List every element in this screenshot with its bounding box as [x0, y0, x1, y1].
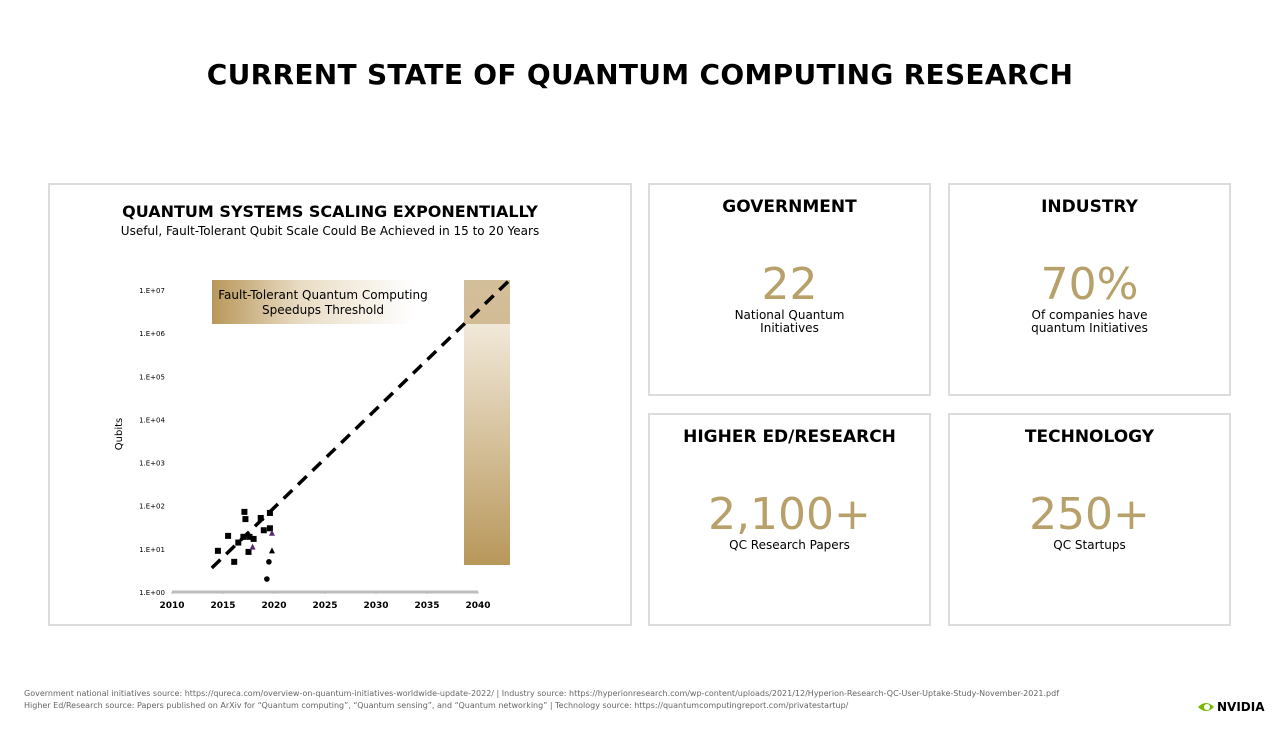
- card-title: INDUSTRY: [1041, 197, 1138, 217]
- scatter-point: [242, 516, 249, 523]
- scatter-point: [235, 539, 242, 546]
- y-tick-label: 1.E+07: [139, 287, 165, 295]
- scatter-point: [266, 559, 272, 565]
- x-tick-label: 2025: [312, 601, 337, 611]
- scatter-point: [241, 508, 248, 515]
- scatter-point: [260, 527, 267, 534]
- y-tick-label: 1.E+03: [139, 460, 165, 468]
- scatter-point: [225, 532, 232, 539]
- stat-card: GOVERNMENT 22 National Quantum Initiatives: [648, 183, 931, 396]
- y-tick-label: 1.E+02: [139, 503, 165, 511]
- x-tick-label: 2020: [261, 601, 286, 611]
- scatter-point: [264, 576, 270, 582]
- y-tick-label: 1.E+06: [139, 330, 165, 338]
- scatter-point: [231, 558, 238, 565]
- stat-card: INDUSTRY 70% Of companies have quantum Init…: [948, 183, 1231, 396]
- chart-subtitle: Useful, Fault-Tolerant Qubit Scale Could…: [121, 224, 539, 238]
- threshold-label: Fault-Tolerant Quantum Computing: [218, 288, 428, 302]
- caption-line: QC Research Papers: [729, 538, 850, 552]
- card-caption: National Quantum Initiatives: [650, 309, 929, 335]
- scatter-point: [240, 533, 247, 540]
- caption-line: Of companies have: [1031, 308, 1148, 322]
- threshold-column: [464, 280, 510, 565]
- stat-card: TECHNOLOGY 250+ QC Startups: [948, 413, 1231, 626]
- caption-line: Initiatives: [760, 321, 819, 335]
- logo: NVIDIA: [1197, 700, 1265, 714]
- x-tick-label: 2035: [414, 601, 439, 611]
- card-caption: QC Research Papers: [650, 539, 929, 552]
- caption-line: QC Startups: [1053, 538, 1126, 552]
- scatter-point: [214, 547, 221, 554]
- x-tick-label: 2010: [159, 601, 184, 611]
- threshold-band: [212, 280, 464, 324]
- card-caption: QC Startups: [950, 539, 1229, 552]
- footnote: Government national initiatives source: …: [24, 689, 1060, 698]
- threshold-label: Speedups Threshold: [262, 303, 384, 317]
- x-tick-label: 2015: [210, 601, 235, 611]
- scatter-point: [249, 543, 256, 550]
- logo-mark: [1198, 703, 1214, 711]
- y-tick-label: 1.E+01: [139, 546, 165, 554]
- card-number: 22: [761, 259, 818, 310]
- caption-line: quantum Initiatives: [1031, 321, 1148, 335]
- scatter-point: [268, 547, 275, 554]
- card-title: HIGHER ED/RESEARCH: [683, 427, 896, 447]
- chart-title: QUANTUM SYSTEMS SCALING EXPONENTIALLY: [122, 202, 538, 221]
- scatter-point: [266, 525, 273, 532]
- logo-text: NVIDIA: [1217, 700, 1265, 714]
- x-tick-label: 2030: [363, 601, 388, 611]
- scatter-point: [245, 548, 252, 555]
- y-tick-label: 1.E+05: [139, 373, 165, 381]
- y-axis-label: Qubits: [114, 418, 125, 450]
- card-number: 250+: [1029, 489, 1150, 540]
- card-caption: Of companies have quantum Initiatives: [950, 309, 1229, 335]
- slide-title: CURRENT STATE OF QUANTUM COMPUTING RESEA…: [206, 58, 1074, 91]
- chart-panel: QUANTUM SYSTEMS SCALING EXPONENTIALLY Us…: [48, 183, 632, 626]
- card-number: 70%: [1040, 259, 1139, 310]
- card-title: TECHNOLOGY: [1024, 427, 1155, 447]
- scatter-point: [250, 535, 257, 542]
- y-tick-label: 1.E+04: [139, 416, 165, 424]
- scatter-point: [257, 514, 264, 521]
- scatter-point: [246, 533, 253, 540]
- scatter-point: [268, 529, 275, 536]
- scatter-point: [266, 509, 273, 516]
- stat-card: HIGHER ED/RESEARCH 2,100+ QC Research Pape…: [648, 413, 931, 626]
- card-title: GOVERNMENT: [722, 197, 857, 217]
- card-number: 2,100+: [708, 489, 871, 540]
- x-tick-label: 2040: [465, 601, 490, 611]
- caption-line: National Quantum: [734, 308, 845, 322]
- y-tick-label: 1.E+00: [139, 589, 165, 597]
- chart: QUANTUM SYSTEMS SCALING EXPONENTIALLY Us…: [114, 202, 539, 611]
- footnote: Higher Ed/Research source: Papers publis…: [24, 701, 849, 710]
